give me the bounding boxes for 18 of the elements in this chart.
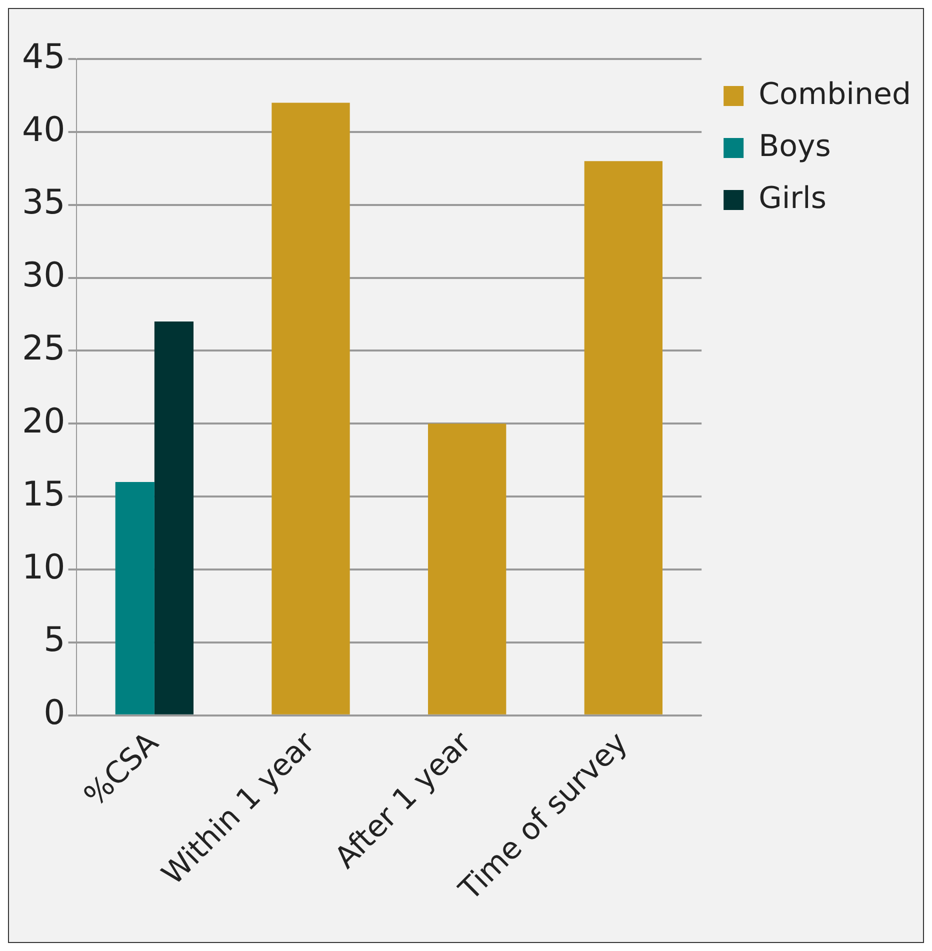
y-tick-label: 10: [22, 547, 66, 588]
y-tick-label: 20: [22, 401, 66, 442]
y-tick-label: 30: [22, 256, 66, 296]
bar: [272, 102, 350, 714]
legend-label: Boys: [758, 128, 831, 164]
y-tick-label: 35: [22, 182, 66, 223]
y-tick-label: 40: [22, 110, 66, 150]
legend-label: Girls: [758, 180, 826, 216]
y-tick-label: 15: [22, 474, 66, 514]
bar: [428, 424, 506, 714]
y-tick-label: 25: [22, 328, 66, 369]
bar: [154, 322, 194, 714]
y-tick-label: 0: [44, 693, 66, 734]
y-tick-label: 5: [44, 620, 66, 660]
bar: [584, 161, 662, 714]
y-tick-label: 45: [22, 36, 66, 77]
bar: [115, 482, 154, 714]
legend-label: Combined: [758, 76, 912, 112]
